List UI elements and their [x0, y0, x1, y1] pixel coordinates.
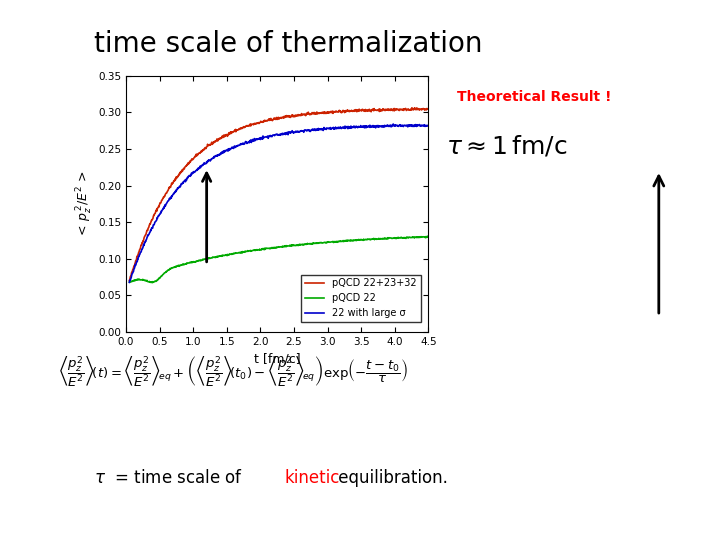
pQCD 22	[383, 235, 392, 241]
pQCD 22	[423, 233, 432, 239]
22 with large σ	[424, 122, 433, 129]
pQCD 22	[316, 240, 325, 246]
Text: equilibration.: equilibration.	[333, 469, 449, 487]
pQCD 22+23+32	[382, 106, 391, 112]
X-axis label: t [fm/c]: t [fm/c]	[254, 353, 300, 366]
pQCD 22+23+32	[315, 110, 324, 117]
Legend: pQCD 22+23+32, pQCD 22, 22 with large σ: pQCD 22+23+32, pQCD 22, 22 with large σ	[301, 275, 420, 322]
22 with large σ	[389, 121, 397, 127]
pQCD 22+23+32	[143, 227, 152, 234]
22 with large σ	[307, 127, 315, 134]
pQCD 22	[125, 279, 134, 285]
Text: time scale of thermalization: time scale of thermalization	[94, 30, 482, 58]
pQCD 22+23+32	[125, 277, 134, 284]
pQCD 22+23+32	[299, 111, 307, 118]
pQCD 22+23+32	[307, 111, 315, 118]
Text: $\tau \approx 1\,\mathrm{fm/c}$: $\tau \approx 1\,\mathrm{fm/c}$	[446, 133, 568, 158]
Text: $\tau$  = time scale of: $\tau$ = time scale of	[94, 469, 243, 487]
22 with large σ	[352, 123, 361, 130]
Text: $\left\langle \dfrac{p_z^2}{E^2} \right\rangle\!(t) = \left\langle \dfrac{p_z^2}: $\left\langle \dfrac{p_z^2}{E^2} \right\…	[58, 355, 408, 390]
pQCD 22+23+32	[408, 105, 416, 111]
22 with large σ	[143, 232, 152, 239]
pQCD 22+23+32	[424, 106, 433, 112]
Text: kinetic: kinetic	[284, 469, 340, 487]
pQCD 22	[148, 280, 156, 286]
22 with large σ	[299, 127, 307, 134]
22 with large σ	[315, 126, 324, 132]
Text: Theoretical Result !: Theoretical Result !	[457, 90, 612, 104]
Y-axis label: $< \, p_z^{\,2}/E^2 \, >$: $< \, p_z^{\,2}/E^2 \, >$	[75, 170, 95, 238]
pQCD 22+23+32	[352, 108, 361, 114]
Line: 22 with large σ: 22 with large σ	[130, 124, 428, 282]
pQCD 22	[352, 237, 361, 243]
22 with large σ	[125, 279, 134, 286]
pQCD 22	[424, 234, 433, 240]
pQCD 22	[307, 241, 315, 247]
22 with large σ	[382, 123, 391, 130]
pQCD 22	[299, 241, 307, 248]
Line: pQCD 22+23+32: pQCD 22+23+32	[130, 108, 428, 280]
Line: pQCD 22: pQCD 22	[130, 236, 428, 283]
pQCD 22	[143, 278, 152, 285]
